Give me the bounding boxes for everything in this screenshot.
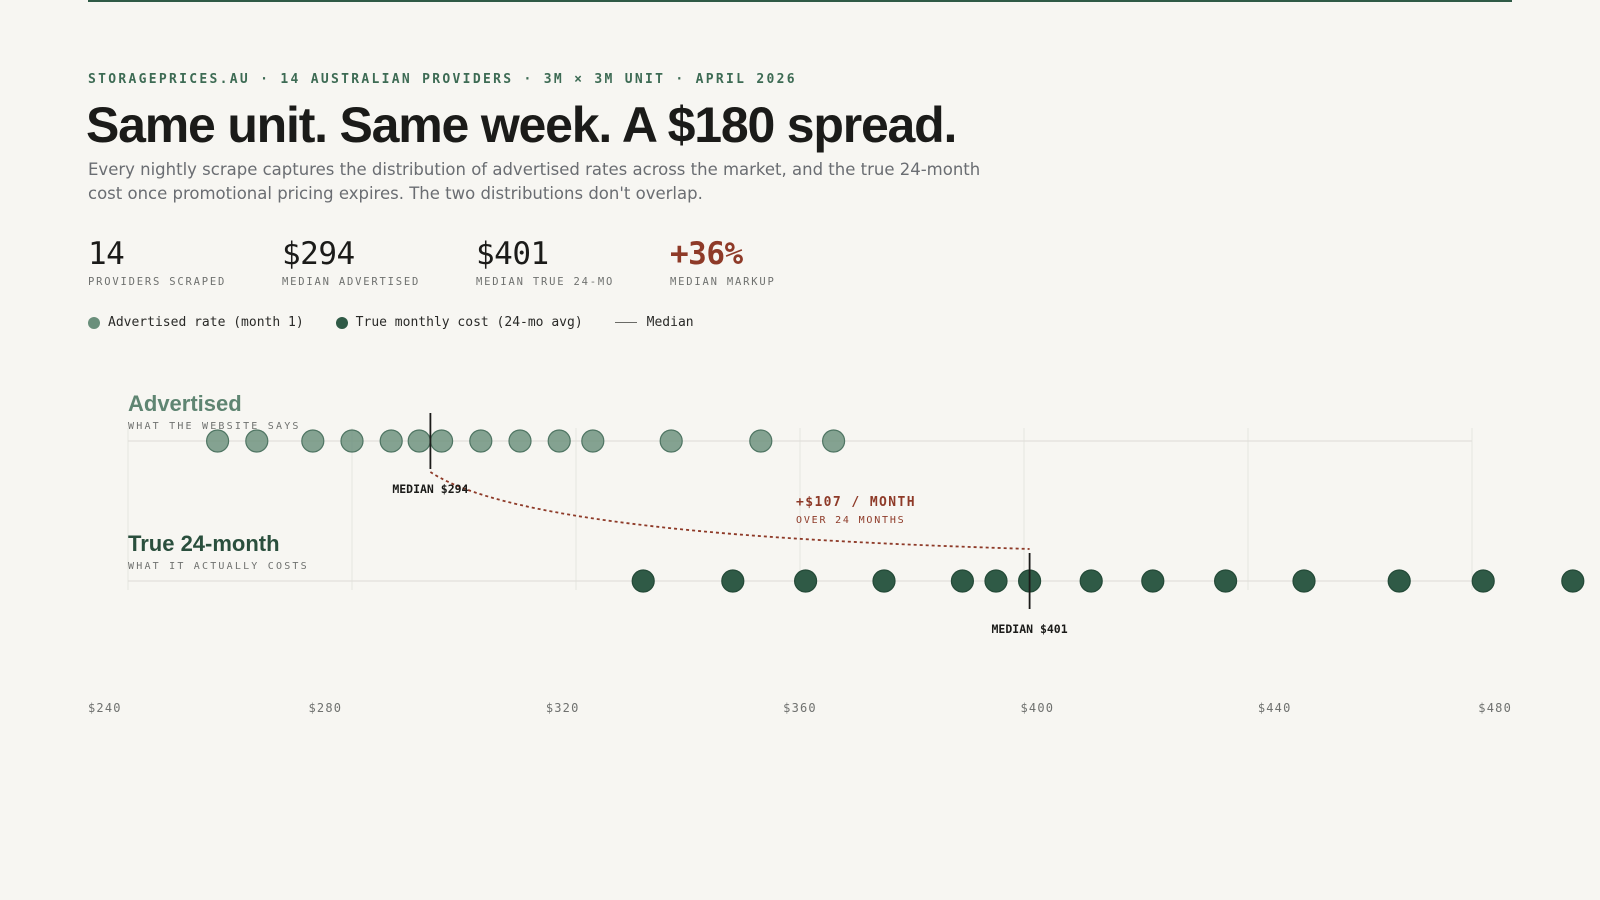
data-point [1079, 569, 1103, 593]
stat-label: PROVIDERS SCRAPED [88, 276, 227, 288]
legend: Advertised rate (month 1) True monthly c… [88, 315, 726, 330]
row-title-advertised: Advertised [128, 391, 242, 416]
data-point [407, 429, 431, 453]
legend-item-true-cost: True monthly cost (24-mo avg) [335, 315, 583, 330]
x-tick-label: $280 [308, 701, 342, 715]
data-point [631, 569, 655, 593]
data-point [950, 569, 975, 593]
data-point [547, 429, 571, 453]
grid [127, 428, 1473, 590]
stat-median-advertised: $294 MEDIAN ADVERTISED [282, 236, 476, 288]
data-point [749, 429, 773, 453]
x-tick-label: $360 [783, 701, 817, 715]
page-title: Same unit. Same week. A $180 spread. [86, 97, 957, 153]
stat-value: 14 [88, 236, 125, 272]
data-point [793, 569, 818, 593]
data-points [206, 429, 1585, 593]
gap-annotation-sublabel: OVER 24 MONTHS [796, 515, 906, 526]
stat-value: +36% [670, 236, 743, 272]
stat-label: MEDIAN MARKUP [670, 276, 776, 288]
data-point [508, 429, 532, 453]
data-point [984, 569, 1008, 593]
legend-swatch-true-cost [335, 316, 348, 329]
stats-row: 14 PROVIDERS SCRAPED $294 MEDIAN ADVERTI… [88, 236, 864, 288]
stat-value: $401 [476, 236, 549, 272]
x-tick-label: $480 [1478, 701, 1512, 715]
top-rule [88, 0, 1512, 2]
data-point [1561, 569, 1585, 593]
stat-label: MEDIAN ADVERTISED [282, 276, 421, 288]
median-connector-path [429, 471, 1030, 550]
row-title-true-cost: True 24-month [128, 531, 280, 556]
page-subtitle: Every nightly scrape captures the distri… [88, 160, 981, 203]
data-point [1141, 569, 1165, 593]
data-point [581, 429, 605, 453]
data-point [340, 429, 364, 453]
gap-annotation-label: +$107 / MONTH [796, 495, 916, 510]
median-markers [429, 413, 1031, 609]
data-point [1213, 569, 1238, 593]
row-subtitle-advertised: WHAT THE WEBSITE SAYS [128, 421, 301, 432]
data-point [821, 429, 846, 453]
data-point [1292, 569, 1316, 593]
x-tick-label: $320 [546, 701, 580, 715]
data-point [245, 429, 269, 453]
legend-label: True monthly cost (24-mo avg) [355, 315, 583, 330]
legend-item-median: Median [614, 315, 694, 330]
legend-swatch-median [614, 321, 637, 324]
data-point [469, 429, 493, 453]
legend-label: Advertised rate (month 1) [108, 315, 304, 330]
data-point [1387, 569, 1411, 593]
legend-item-advertised: Advertised rate (month 1) [88, 315, 304, 330]
data-point [721, 569, 745, 593]
kicker: STORAGEPRICES.AU · 14 AUSTRALIAN PROVIDE… [88, 72, 797, 87]
data-point [1471, 569, 1495, 593]
data-point [872, 569, 896, 593]
stat-providers: 14 PROVIDERS SCRAPED [88, 236, 282, 288]
stat-label: MEDIAN TRUE 24-MO [476, 276, 615, 288]
stat-median-markup: +36% MEDIAN MARKUP [670, 236, 864, 288]
x-axis-ticks: $240 $280 $320 $360 $400 $440 $480 [88, 701, 1512, 715]
legend-swatch-advertised [88, 316, 100, 329]
stat-value: $294 [282, 236, 355, 272]
data-point [659, 429, 683, 453]
x-tick-label: $240 [88, 701, 122, 715]
data-point [206, 429, 230, 453]
data-point [301, 429, 325, 453]
data-point [430, 429, 454, 453]
median-connector [429, 471, 1030, 550]
x-tick-label: $440 [1258, 701, 1292, 715]
data-point [379, 429, 403, 453]
stat-median-true: $401 MEDIAN TRUE 24-MO [476, 236, 670, 288]
median-label-true-cost: MEDIAN $401 [992, 622, 1068, 636]
x-tick-label: $400 [1020, 701, 1054, 715]
legend-label: Median [646, 315, 694, 330]
median-label-advertised: MEDIAN $294 [392, 482, 468, 496]
row-subtitle-true-cost: WHAT IT ACTUALLY COSTS [128, 561, 309, 572]
